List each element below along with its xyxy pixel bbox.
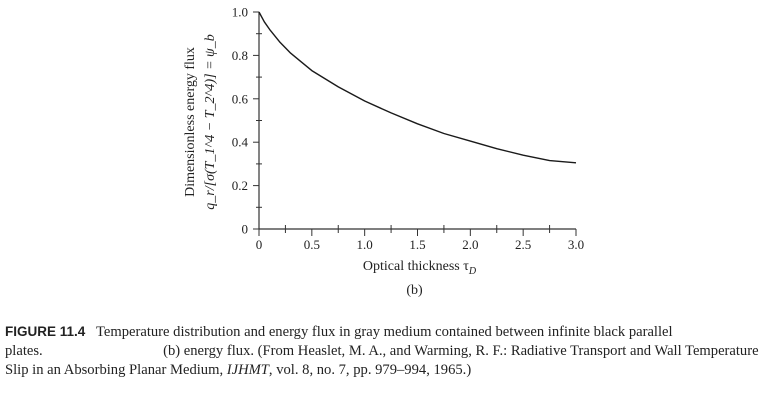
x-tick-label: 2.5 <box>515 237 531 252</box>
y-tick-label: 0 <box>242 222 249 237</box>
caption-text-2: (b) energy flux. (From Heaslet, M. A., a… <box>5 343 759 378</box>
x-axis-title: Optical thickness τD <box>363 259 477 277</box>
chart-ticks: 0 0.5 1.0 1.5 2.0 2.5 3.0 0 0.2 0.4 0.6 0.8 1.0 <box>232 5 584 253</box>
x-tick-label: 3.0 <box>568 237 584 252</box>
caption-journal: IJHMT <box>226 362 269 378</box>
x-tick-label: 0 <box>256 237 263 252</box>
energy-flux-curve <box>258 11 577 164</box>
y-tick-label: 1.0 <box>232 5 248 20</box>
caption-text-3: , vol. 8, no. 7, pp. 979–994, 1965.) <box>268 362 472 378</box>
x-tick-label: 2.0 <box>462 237 478 252</box>
y-tick-label: 0.2 <box>232 178 248 193</box>
y-tick-label: 0.4 <box>232 135 249 150</box>
chart-labels: Optical thickness τD (b) Dimensionless ene… <box>183 34 477 298</box>
energy-flux-chart: 0 0.5 1.0 1.5 2.0 2.5 3.0 0 0.2 0.4 0.6 0.8 1.0 Opti… <box>183 5 584 299</box>
chart-axes <box>258 12 576 230</box>
figure-number: FIGURE 11.4 <box>5 324 86 339</box>
figure-caption: FIGURE 11.4 Temperature distribution and… <box>5 322 765 380</box>
chart-series <box>258 11 577 164</box>
caption-text-1: Temperature distribution and energy flux… <box>5 324 673 359</box>
y-tick-label: 0.6 <box>232 91 249 106</box>
y-tick-label: 0.8 <box>232 48 248 63</box>
y-axis-title: Dimensionless energy flux <box>183 47 198 197</box>
x-tick-label: 1.0 <box>357 237 373 252</box>
y-axis-formula: q_r/[σ(T_1^4 − T_2^4)] = ψ_b <box>203 34 218 209</box>
x-tick-label: 1.5 <box>409 237 425 252</box>
panel-label: (b) <box>406 283 423 298</box>
x-tick-label: 0.5 <box>304 237 320 252</box>
